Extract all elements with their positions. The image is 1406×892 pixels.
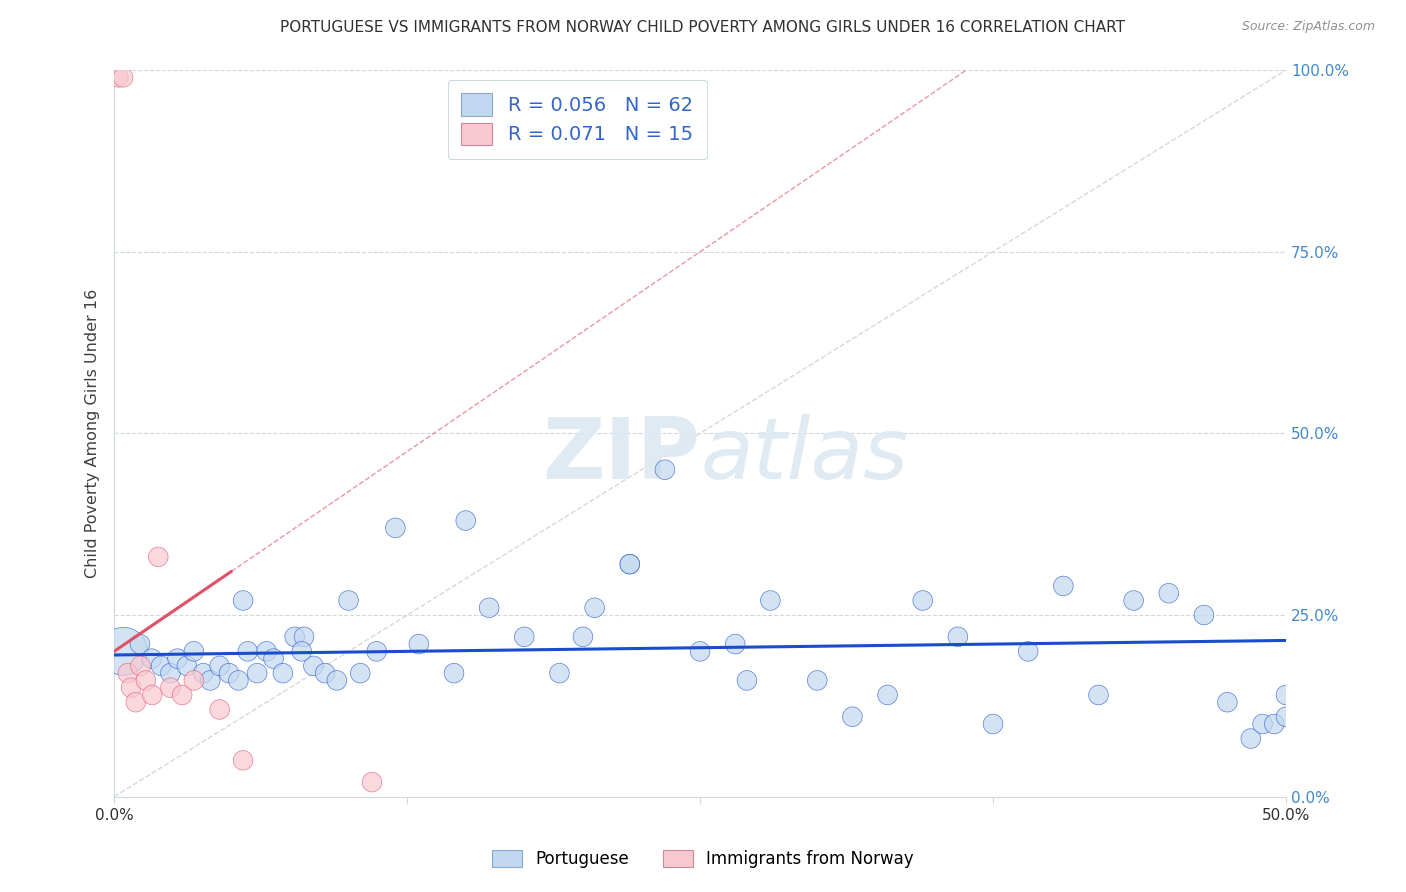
Point — [166, 651, 188, 665]
Point — [384, 521, 406, 535]
Point — [183, 644, 205, 658]
Point — [366, 644, 388, 658]
Point — [117, 666, 139, 681]
Point — [135, 673, 157, 688]
Point — [176, 659, 198, 673]
Point — [1017, 644, 1039, 658]
Point — [172, 688, 194, 702]
Point — [724, 637, 747, 651]
Point — [876, 688, 898, 702]
Point — [1192, 607, 1215, 622]
Point — [291, 644, 314, 658]
Point — [302, 659, 325, 673]
Point — [1122, 593, 1144, 607]
Point — [1263, 717, 1285, 731]
Point — [806, 673, 828, 688]
Text: Source: ZipAtlas.com: Source: ZipAtlas.com — [1241, 20, 1375, 33]
Point — [236, 644, 259, 658]
Point — [735, 673, 758, 688]
Legend: Portuguese, Immigrants from Norway: Portuguese, Immigrants from Norway — [484, 842, 922, 877]
Point — [454, 514, 477, 528]
Point — [689, 644, 711, 658]
Point — [654, 463, 676, 477]
Point — [208, 659, 231, 673]
Point — [193, 666, 215, 681]
Point — [256, 644, 278, 658]
Point — [129, 637, 152, 651]
Text: ZIP: ZIP — [543, 414, 700, 497]
Point — [271, 666, 294, 681]
Point — [408, 637, 430, 651]
Point — [1157, 586, 1180, 600]
Point — [148, 549, 170, 564]
Point — [349, 666, 371, 681]
Point — [141, 688, 163, 702]
Point — [246, 666, 269, 681]
Point — [946, 630, 969, 644]
Point — [129, 659, 152, 673]
Point — [232, 593, 254, 607]
Text: PORTUGUESE VS IMMIGRANTS FROM NORWAY CHILD POVERTY AMONG GIRLS UNDER 16 CORRELAT: PORTUGUESE VS IMMIGRANTS FROM NORWAY CHI… — [281, 20, 1125, 35]
Point — [572, 630, 595, 644]
Y-axis label: Child Poverty Among Girls Under 16: Child Poverty Among Girls Under 16 — [86, 289, 100, 578]
Point — [337, 593, 360, 607]
Point — [218, 666, 240, 681]
Point — [1251, 717, 1274, 731]
Point — [443, 666, 465, 681]
Point — [1275, 710, 1298, 724]
Point — [228, 673, 250, 688]
Point — [200, 673, 222, 688]
Point — [120, 681, 142, 695]
Legend: R = 0.056   N = 62, R = 0.071   N = 15: R = 0.056 N = 62, R = 0.071 N = 15 — [447, 79, 707, 159]
Point — [183, 673, 205, 688]
Point — [112, 644, 135, 658]
Point — [513, 630, 536, 644]
Point — [1087, 688, 1109, 702]
Point — [1275, 688, 1298, 702]
Point — [841, 710, 863, 724]
Point — [981, 717, 1004, 731]
Point — [150, 659, 173, 673]
Point — [159, 666, 181, 681]
Text: atlas: atlas — [700, 414, 908, 497]
Point — [1240, 731, 1263, 746]
Point — [141, 651, 163, 665]
Point — [125, 695, 148, 709]
Point — [208, 702, 231, 716]
Point — [361, 775, 384, 789]
Point — [619, 557, 641, 571]
Point — [284, 630, 307, 644]
Point — [1052, 579, 1074, 593]
Point — [911, 593, 934, 607]
Point — [232, 753, 254, 767]
Point — [1216, 695, 1239, 709]
Point — [263, 651, 285, 665]
Point — [326, 673, 349, 688]
Point — [548, 666, 571, 681]
Point — [112, 70, 135, 85]
Point — [314, 666, 336, 681]
Point — [107, 70, 129, 85]
Point — [292, 630, 315, 644]
Point — [159, 681, 181, 695]
Point — [478, 600, 501, 615]
Point — [619, 557, 641, 571]
Point — [759, 593, 782, 607]
Point — [583, 600, 606, 615]
